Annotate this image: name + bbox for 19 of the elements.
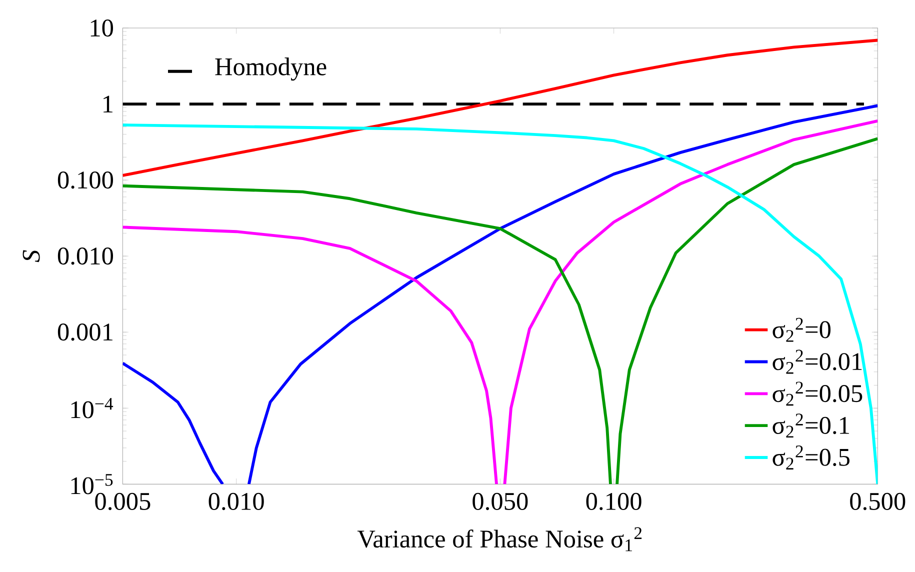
y-tick-label: 0.100: [58, 171, 114, 189]
y-axis-title: S: [22, 250, 40, 262]
x-tick-label: 0.500: [850, 492, 906, 510]
x-tick-label: 0.050: [472, 492, 528, 510]
legend-label: σ$_{2}$$^{2}$=0.05: [772, 382, 862, 406]
y-tick-label: 0.001: [58, 323, 112, 341]
y-tick-label: 10$^{−4}$: [71, 398, 114, 418]
legend-label: Homodyne: [215, 57, 326, 80]
y-tick-label: 0.010: [58, 247, 114, 265]
legend-label: σ$_{2}$$^{2}$=0: [772, 318, 831, 342]
legend-label: σ$_{2}$$^{2}$=0.1: [772, 414, 849, 438]
x-axis-title: Variance of Phase Noise σ$_{1}$2: [357, 527, 642, 552]
legend-label: σ$_{2}$$^{2}$=0.5: [772, 445, 850, 470]
x-tick-label: 0.005: [95, 492, 150, 510]
x-tick-label: 0.100: [586, 492, 642, 510]
y-tick-label: 10: [90, 19, 114, 36]
y-tick-label: 1: [104, 96, 112, 112]
legend-label: σ$_{2}$$^{2}$=0.01: [772, 350, 862, 374]
x-tick-label: 0.010: [208, 492, 264, 510]
